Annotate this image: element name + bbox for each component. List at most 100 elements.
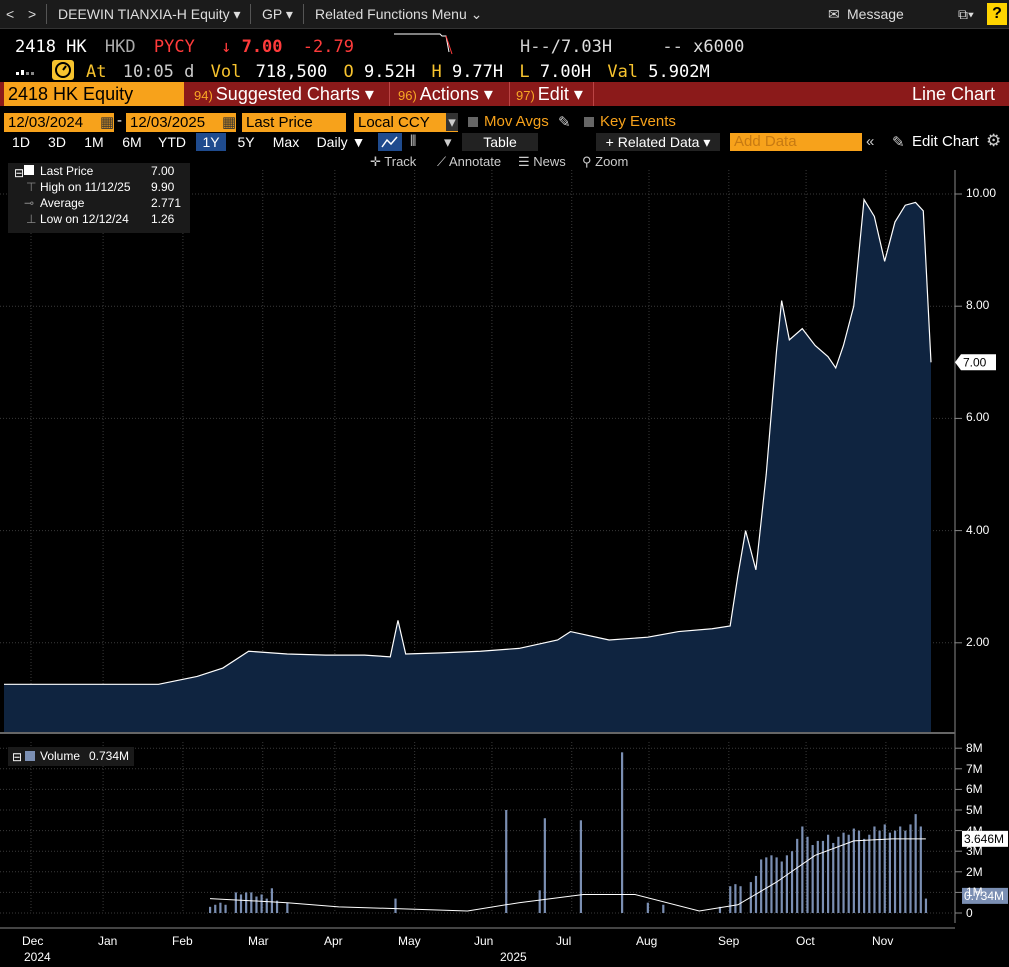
related-functions-menu[interactable]: Related Functions Menu ⌄	[315, 6, 483, 22]
volume-bar	[286, 902, 289, 913]
range-1y[interactable]: 1Y	[196, 133, 226, 151]
volume-bar	[904, 830, 907, 913]
track-tool[interactable]: ✛ Track	[370, 154, 417, 169]
envelope-icon[interactable]: ✉	[828, 6, 840, 22]
volume-bar	[816, 840, 819, 913]
periodicity-select[interactable]: Daily ▼	[316, 134, 366, 150]
currency-select[interactable]: Local CCY	[354, 113, 458, 132]
volume-bar	[919, 826, 922, 913]
volume-bar	[538, 890, 541, 913]
mov-avgs-toggle[interactable]: Mov Avgs	[468, 113, 549, 130]
table-button[interactable]: Table	[462, 133, 538, 151]
start-date-field[interactable]: 12/03/2024	[4, 113, 114, 132]
price-legend: ⊟ Last Price 7.00 ⊤ High on 11/12/25 9.9…	[8, 163, 190, 233]
pycy-label: PYCY	[153, 37, 195, 57]
actions-button[interactable]: 96) Actions ▾	[394, 82, 510, 106]
legend-collapse-icon: ⊟	[12, 750, 23, 764]
volume-bar	[899, 826, 902, 913]
range-max[interactable]: Max	[272, 134, 300, 150]
currency: HKD	[104, 37, 136, 57]
pencil-icon[interactable]: ✎	[558, 114, 571, 131]
edit-chart-button[interactable]: Edit Chart	[912, 133, 979, 150]
x-tick-label: Mar	[248, 934, 269, 948]
range-1m[interactable]: 1M	[84, 134, 104, 150]
volume-bar	[646, 902, 649, 913]
news-tool[interactable]: ☰ News	[518, 154, 566, 169]
volume-bar	[785, 855, 788, 913]
chevron-down-icon[interactable]: ▾	[446, 113, 458, 131]
volume-bar	[868, 834, 871, 913]
range-6m[interactable]: 6M	[122, 134, 142, 150]
volume-tick-label: 3M	[966, 844, 983, 859]
volume-bar	[718, 906, 722, 913]
window-menu-icon[interactable]: ⧉▾	[958, 6, 974, 22]
gauge-icon[interactable]	[52, 60, 74, 80]
volume-tick-label: 5M	[966, 803, 983, 817]
pencil-icon[interactable]: ✎	[892, 134, 905, 151]
calendar-icon[interactable]: ▦	[100, 114, 115, 131]
volume-bar	[739, 886, 742, 913]
volume-bar	[245, 892, 248, 913]
value-traded: 5.902M	[648, 62, 710, 82]
collapse-icon[interactable]: «	[866, 133, 875, 150]
range-3d[interactable]: 3D	[48, 134, 66, 150]
x-tick-label: Nov	[872, 934, 894, 948]
line-chart-icon[interactable]	[378, 133, 402, 151]
quote-line-1: 2418 HK HKD PYCY ↓ 7.00 -2.79	[15, 37, 354, 57]
volume-bar	[760, 859, 763, 913]
annotate-tool[interactable]: ⟋ Annotate	[437, 154, 502, 169]
zoom-tool[interactable]: ⚲ Zoom	[582, 154, 629, 169]
volume-bar	[770, 855, 773, 913]
volume-bar	[893, 830, 897, 913]
calendar-icon[interactable]: ▦	[222, 114, 237, 131]
legend-last-price: 7.00	[151, 164, 175, 178]
range-ytd[interactable]: YTD	[158, 134, 186, 150]
gear-icon[interactable]: ⚙	[986, 131, 1002, 150]
volume-bar	[837, 836, 840, 913]
zoom-icon: ⚲	[582, 154, 596, 169]
volume-bar	[821, 840, 825, 913]
gp-dropdown[interactable]: GP ▾	[262, 6, 293, 22]
volume-bar	[878, 830, 881, 913]
chevron-down-icon[interactable]: ▾	[444, 134, 452, 151]
legend-low: 1.26	[151, 212, 175, 226]
volume-bar	[214, 904, 217, 913]
security-field[interactable]: 2418 HK Equity	[4, 82, 184, 106]
edit-button[interactable]: 97) Edit ▾	[512, 82, 594, 106]
down-arrow-icon: ↓	[221, 37, 232, 57]
volume-last-tag	[962, 887, 1008, 904]
back-icon[interactable]: <	[6, 6, 15, 22]
volume-value: 718,500	[255, 62, 328, 82]
volume-bar	[239, 894, 243, 913]
security-dropdown[interactable]: DEEWIN TIANXIA-H Equity ▾	[58, 6, 241, 22]
help-icon[interactable]: ?	[987, 3, 1007, 25]
x-tick-label: Apr	[324, 934, 343, 948]
range-5y[interactable]: 5Y	[237, 134, 255, 150]
related-data-button[interactable]: + Related Data ▾	[596, 133, 720, 151]
volume-last-tag-label: 0.734M	[964, 889, 1004, 903]
quote-line-2: At 10:05 d Vol 718,500 O 9.52H H 9.77H L…	[86, 62, 710, 82]
volume-bar	[801, 826, 804, 913]
add-data-input[interactable]: Add Data	[730, 133, 862, 151]
key-events-toggle[interactable]: Key Events	[584, 113, 676, 130]
bar-chart-icon[interactable]: ⫴	[410, 133, 417, 150]
x-tick-label: Dec	[22, 934, 44, 948]
volume-bar	[662, 904, 665, 913]
price-line	[4, 197, 932, 685]
function-toolbar: 2418 HK Equity 94) Suggested Charts ▾ 96)…	[0, 82, 1009, 106]
volume-bar	[219, 902, 222, 913]
quote-time: 10:05 d	[122, 62, 195, 82]
volume-bar	[775, 857, 778, 913]
top-navigation-bar: < > DEEWIN TIANXIA-H Equity ▾ GP ▾ Relat…	[0, 0, 1009, 29]
checkbox-icon	[584, 117, 594, 128]
forward-icon[interactable]: >	[28, 6, 37, 22]
low-value: 7.00H	[539, 62, 592, 82]
end-date-field[interactable]: 12/03/2025	[126, 113, 236, 132]
suggested-charts-button[interactable]: 94) Suggested Charts ▾	[188, 82, 390, 106]
range-1d[interactable]: 1D	[12, 134, 30, 150]
message-button[interactable]: Message	[847, 6, 904, 22]
x-tick-label: Oct	[796, 934, 815, 948]
price-field-select[interactable]: Last Price	[242, 113, 346, 132]
volume-bar	[909, 824, 912, 913]
